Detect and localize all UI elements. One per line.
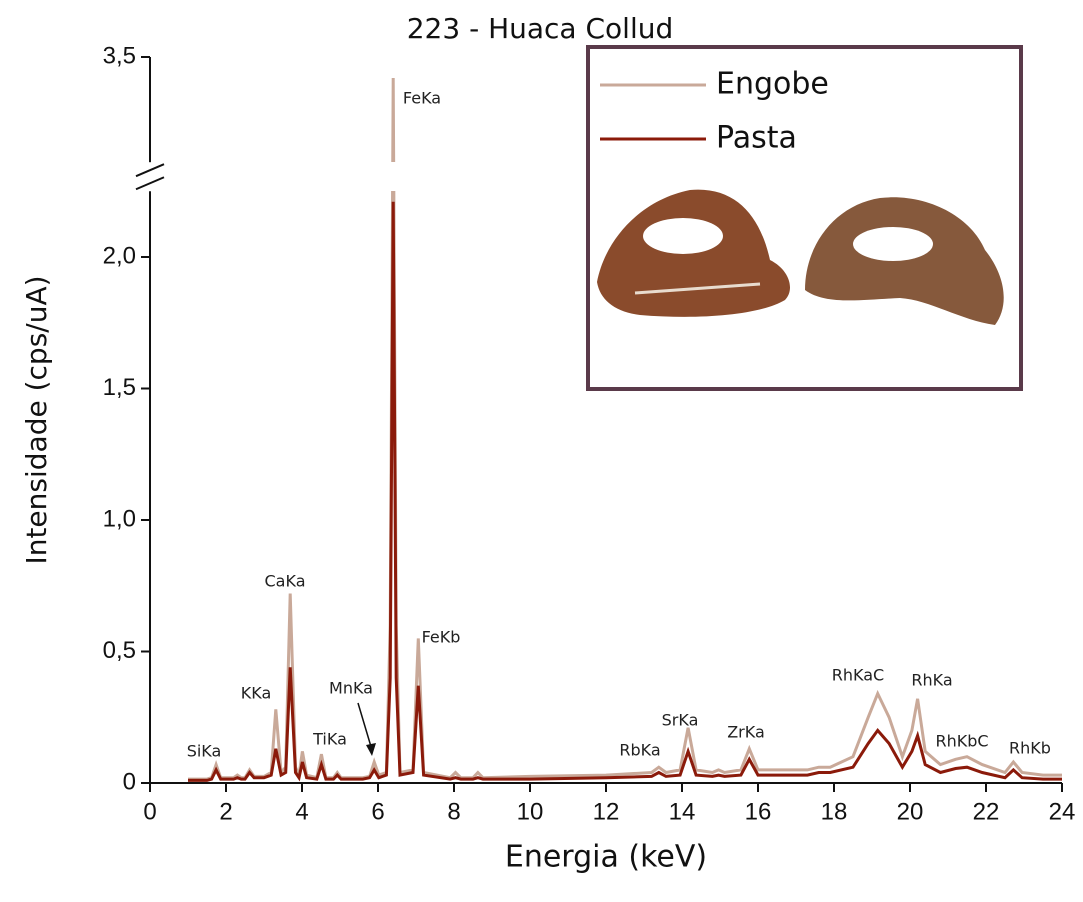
peak-label: FeKa	[403, 89, 441, 108]
peak-label: RhKaC	[832, 666, 884, 685]
x-tick-label: 24	[1049, 798, 1076, 825]
peak-label: TiKa	[312, 730, 347, 749]
annotation-arrow	[357, 702, 373, 751]
peak-label: FeKb	[422, 628, 461, 647]
peak-label: SrKa	[662, 711, 699, 730]
x-tick-label: 18	[821, 798, 848, 825]
series-line	[188, 201, 1062, 782]
peak-label: RhKb	[1009, 739, 1051, 758]
y-tick-label: 3,5	[103, 42, 136, 69]
x-tick-label: 14	[669, 798, 696, 825]
chart-title: 223 - Huaca Collud	[407, 12, 674, 45]
legend-label: Engobe	[716, 67, 829, 102]
axis-break	[135, 163, 165, 178]
pottery-image	[597, 189, 1004, 325]
peak-label: ZrKa	[727, 723, 765, 742]
x-tick-label: 12	[593, 798, 620, 825]
peak-label: SiKa	[187, 742, 222, 761]
y-tick-label: 0,5	[103, 637, 136, 664]
x-tick-label: 0	[143, 798, 156, 825]
y-tick-label: 2,0	[103, 242, 136, 269]
x-tick-label: 20	[897, 798, 924, 825]
peak-label: CaKa	[265, 572, 306, 591]
x-tick-label: 4	[295, 798, 308, 825]
legend	[586, 45, 1023, 391]
y-tick-label: 1,0	[103, 505, 136, 532]
y-axis-label: Intensidade (cps/uA)	[20, 275, 53, 564]
x-tick-label: 10	[517, 798, 544, 825]
x-tick-label: 8	[447, 798, 460, 825]
peak-label: RbKa	[619, 741, 660, 760]
peak-label: MnKa	[329, 679, 373, 698]
legend-label: Pasta	[716, 121, 797, 156]
peak-label: RhKbC	[935, 732, 988, 751]
axis-break	[135, 176, 165, 191]
x-tick-label: 6	[371, 798, 384, 825]
annotation-arrowhead	[366, 743, 376, 756]
peak-label: KKa	[241, 684, 272, 703]
x-tick-label: 16	[745, 798, 772, 825]
x-tick-label: 2	[219, 798, 232, 825]
y-tick-label: 1,5	[103, 374, 136, 401]
x-tick-label: 22	[973, 798, 1000, 825]
x-axis-label: Energia (keV)	[505, 840, 707, 875]
peak-label: RhKa	[911, 671, 952, 690]
y-tick-label: 0	[123, 768, 136, 795]
